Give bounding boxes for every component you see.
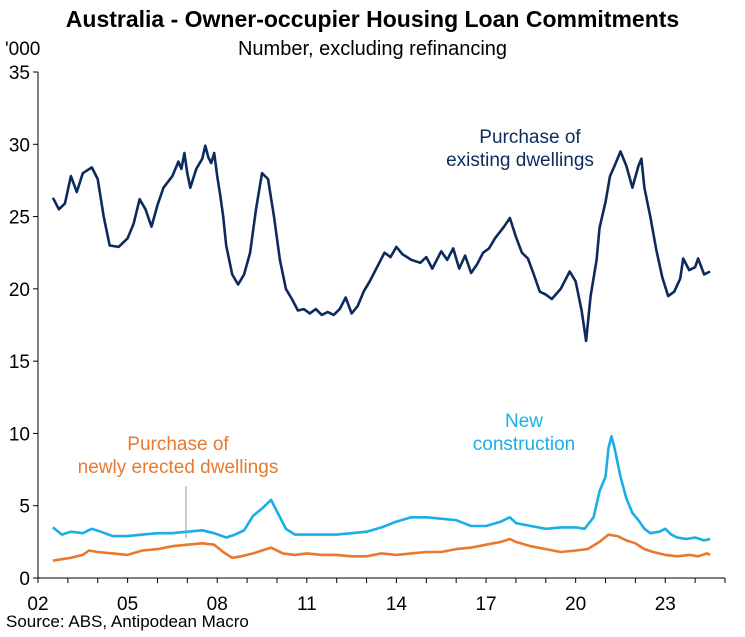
y-tick-label: 0 — [19, 569, 30, 590]
series-lines — [51, 144, 711, 562]
x-tick-label: 05 — [117, 594, 138, 615]
chart-subtitle: Number, excluding refinancing — [237, 38, 508, 60]
y-tick-label: 5 — [19, 497, 30, 518]
new-construction-line — [52, 435, 711, 542]
y-axis-ticks: 0 5 10 15 20 25 30 35 — [9, 63, 38, 590]
y-tick-label: 25 — [9, 208, 30, 229]
y-tick-label: 35 — [9, 63, 30, 84]
y-axis-unit-label: '000 — [5, 39, 40, 60]
newly-erected-label-line2: newly erected dwellings — [78, 457, 279, 478]
y-tick-label: 20 — [9, 280, 30, 301]
x-tick-label: 08 — [207, 594, 228, 615]
chart-title: Australia - Owner-occupier Housing Loan … — [65, 6, 680, 32]
y-tick-label: 10 — [9, 424, 30, 445]
x-tick-label: 14 — [386, 594, 408, 615]
existing-label-line2: existing dwellings — [446, 150, 594, 171]
x-tick-label: 23 — [655, 594, 676, 615]
x-tick-label: 20 — [565, 594, 586, 615]
x-tick-label: 02 — [27, 594, 48, 615]
y-tick-label: 30 — [9, 135, 30, 156]
existing-dwellings-line — [51, 144, 711, 343]
source-note: Source: ABS, Antipodean Macro — [6, 612, 249, 631]
x-tick-label: 11 — [297, 594, 317, 615]
x-axis-ticks: 02 05 08 11 14 17 20 23 — [27, 578, 726, 615]
new-construction-label-line2: construction — [473, 434, 575, 455]
y-tick-label: 15 — [9, 352, 30, 373]
newly-erected-label-line1: Purchase of — [127, 434, 229, 455]
x-tick-label: 17 — [475, 594, 496, 615]
newly-erected-dwellings-line — [52, 533, 711, 562]
new-construction-label-line1: New — [505, 411, 543, 432]
existing-label-line1: Purchase of — [479, 127, 581, 148]
